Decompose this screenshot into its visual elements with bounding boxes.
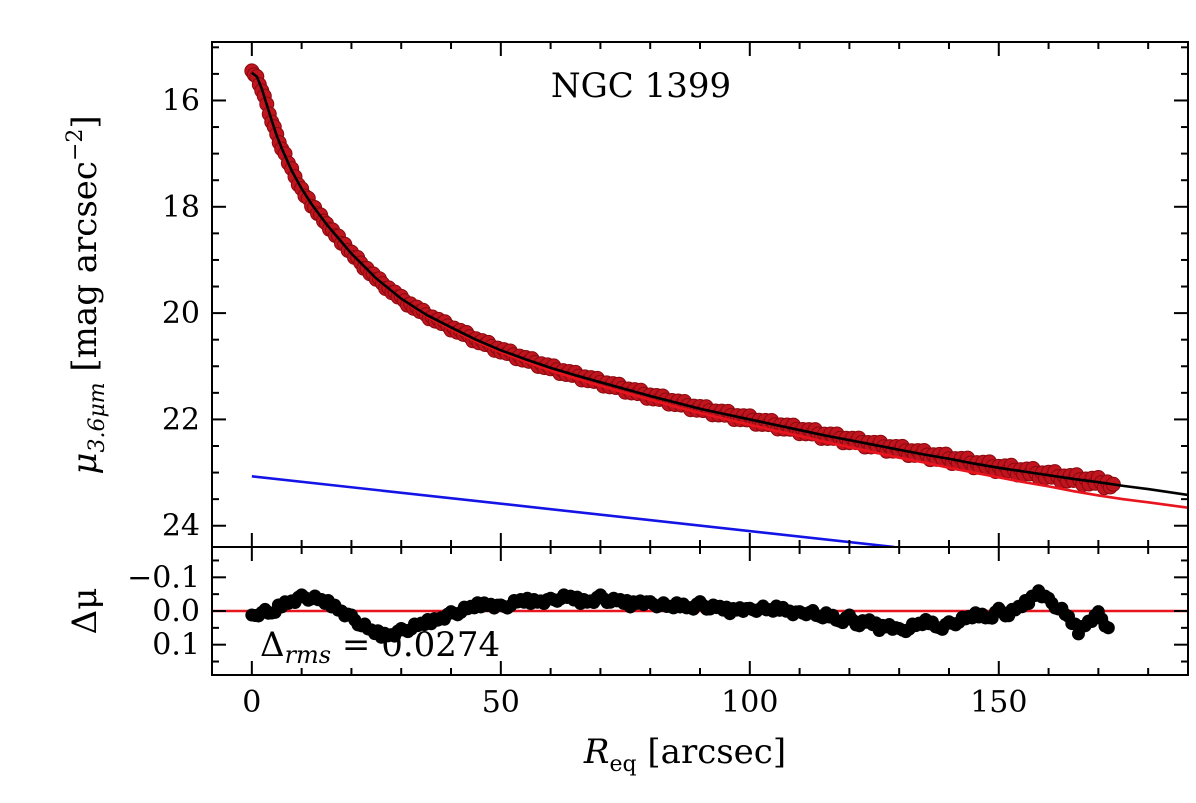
x-tick-label: 50	[482, 685, 520, 720]
residual-frame	[211, 546, 1189, 676]
x-axis-label: Req [arcsec]	[583, 732, 786, 777]
main-y-tick-label: 16	[162, 83, 200, 118]
rms-annotation: Δrms = 0.0274	[260, 625, 500, 669]
residual-series-layer	[212, 584, 1188, 644]
main-y-tick-label: 22	[162, 402, 200, 437]
main-y-tick-label: 24	[162, 509, 200, 544]
x-tick-label: 0	[242, 685, 261, 720]
residual-y-tick-label: −0.1	[127, 560, 200, 595]
residual-y-tick-label: 0.0	[152, 594, 200, 629]
x-tick-label: 100	[721, 685, 778, 720]
residual-y-axis-label: Δμ	[65, 588, 105, 635]
main-series-layer	[244, 63, 1188, 547]
residual-marker	[1101, 621, 1115, 635]
x-tick-label: 150	[970, 685, 1027, 720]
main-ticks: 16 18 20 22 24	[162, 42, 1188, 547]
chart-title: NGC 1399	[551, 66, 731, 106]
residual-ticks: 0 50 100 150 −0.10.00.1	[127, 547, 1188, 720]
exponential-component-line	[251, 475, 895, 547]
total-model-line	[251, 71, 1188, 497]
residual-y-tick-label: 0.1	[152, 628, 200, 663]
main-y-tick-label: 18	[162, 190, 200, 225]
main-y-tick-label: 20	[162, 296, 200, 331]
main-y-axis-label: μ3.6μm [mag arcsec−2]	[63, 115, 110, 474]
